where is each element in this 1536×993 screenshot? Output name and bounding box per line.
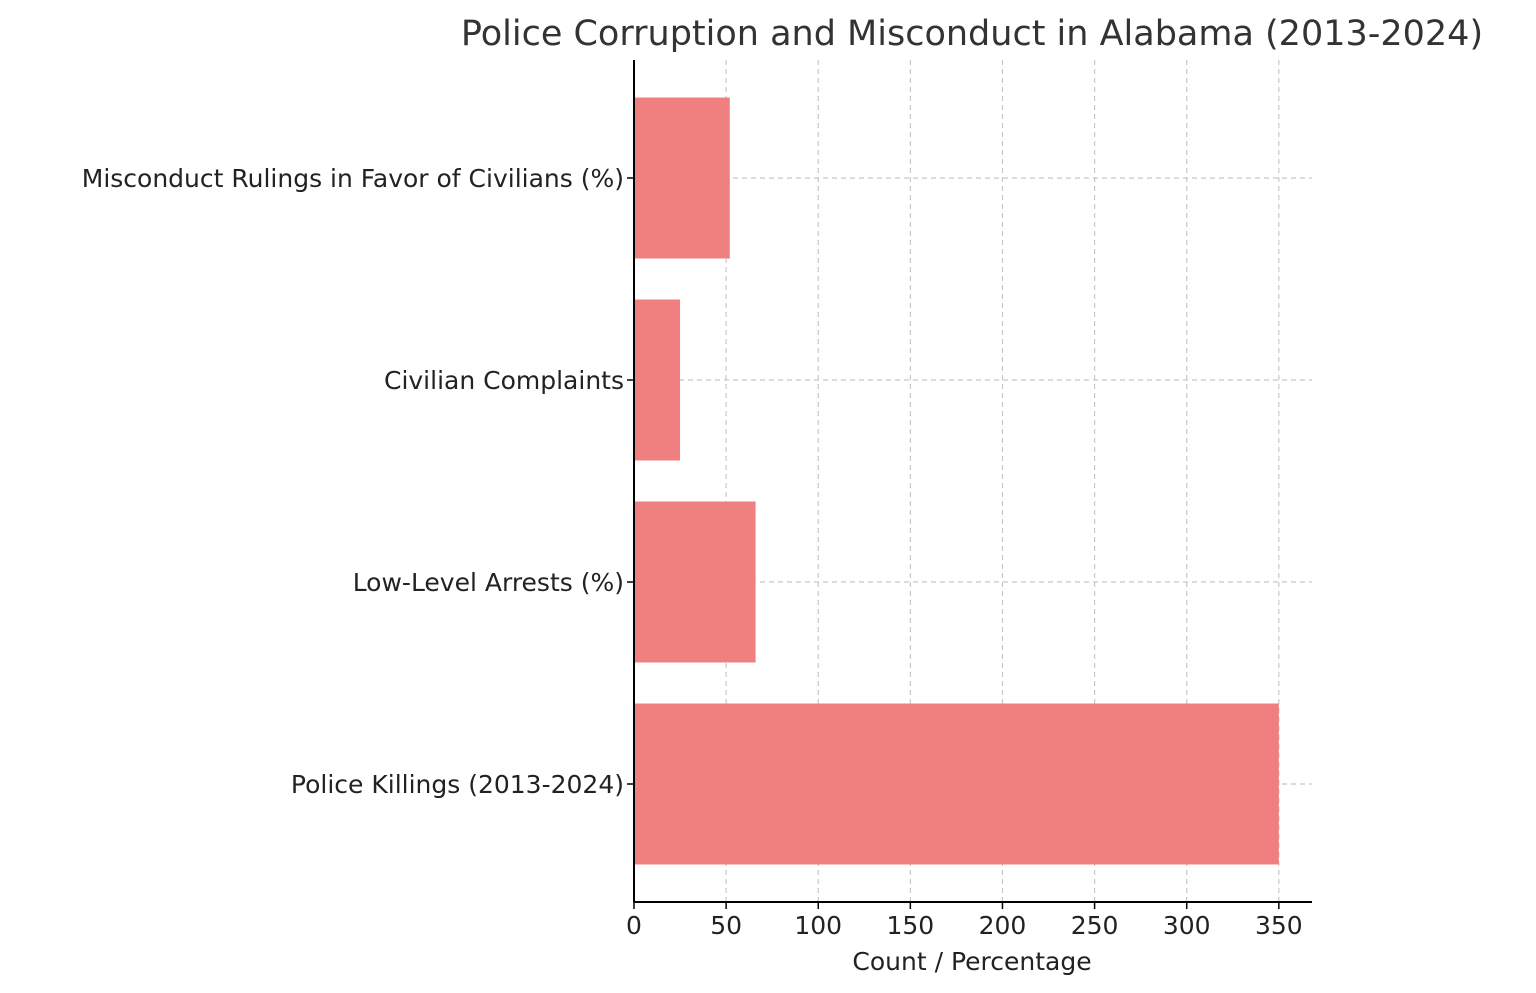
category-label: Police Killings (2013-2024) bbox=[291, 770, 624, 799]
x-tick-label: 250 bbox=[1071, 911, 1119, 940]
x-tick-label: 300 bbox=[1163, 911, 1211, 940]
bar bbox=[634, 299, 681, 461]
x-axis-title: Count / Percentage bbox=[852, 947, 1091, 976]
x-tick-label: 200 bbox=[979, 911, 1027, 940]
bar bbox=[634, 97, 730, 259]
bars bbox=[634, 97, 1279, 865]
category-labels: Police Killings (2013-2024) Low-Level Arr… bbox=[82, 164, 624, 799]
x-tick-label: 50 bbox=[710, 911, 742, 940]
x-tick-label: 100 bbox=[794, 911, 842, 940]
bar bbox=[634, 703, 1279, 865]
x-tick-label: 350 bbox=[1255, 911, 1303, 940]
chart-title: Police Corruption and Misconduct in Alab… bbox=[461, 14, 1483, 54]
axes bbox=[627, 60, 1312, 909]
x-tick-label: 0 bbox=[626, 911, 642, 940]
x-tick-label: 150 bbox=[886, 911, 934, 940]
x-tick-labels: 0 50 100 150 200 250 300 350 bbox=[626, 911, 1303, 940]
bar bbox=[634, 501, 756, 663]
category-label: Civilian Complaints bbox=[384, 366, 624, 395]
category-label: Misconduct Rulings in Favor of Civilians… bbox=[82, 164, 624, 193]
category-label: Low-Level Arrests (%) bbox=[353, 568, 624, 597]
